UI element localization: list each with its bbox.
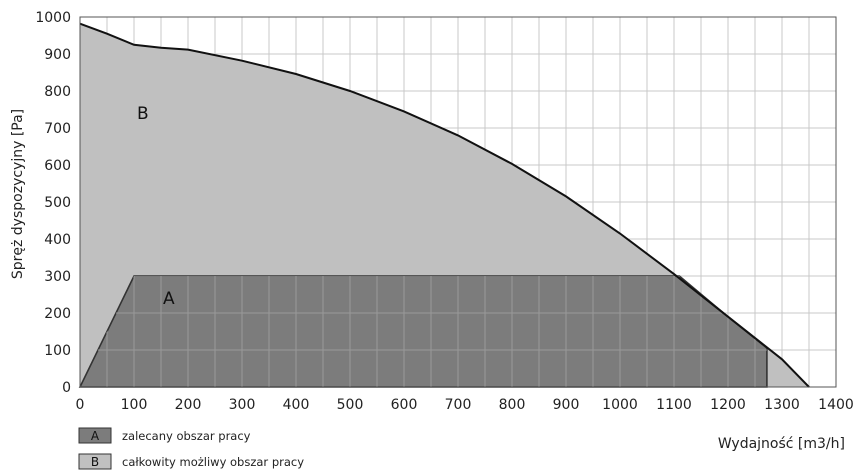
y-tick-labels: 0 100 200 300 400 500 600 700 800 900 1000 bbox=[35, 10, 71, 396]
x-tick-label: 800 bbox=[499, 397, 526, 413]
area-a-recommended-range bbox=[78, 275, 768, 388]
region-a-label: A bbox=[163, 289, 175, 309]
curve-b-max-performance bbox=[79, 22, 810, 388]
y-tick-label: 500 bbox=[44, 195, 71, 211]
x-tick-label: 300 bbox=[229, 397, 256, 413]
y-tick-label: 900 bbox=[44, 47, 71, 63]
y-tick-label: 100 bbox=[44, 343, 71, 359]
y-tick-label: 600 bbox=[44, 158, 71, 174]
x-tick-label: 1000 bbox=[602, 397, 638, 413]
x-tick-label: 900 bbox=[553, 397, 580, 413]
legend-text-a: zalecany obszar pracy bbox=[122, 429, 251, 443]
legend-item-b: B całkowity możliwy obszar pracy bbox=[78, 453, 304, 470]
legend-swatch-a bbox=[78, 427, 112, 444]
y-tick-label: 700 bbox=[44, 121, 71, 137]
legend-letter-b: B bbox=[91, 455, 99, 469]
x-tick-label: 0 bbox=[76, 397, 85, 413]
x-tick-label: 1300 bbox=[764, 397, 800, 413]
x-tick-label: 1200 bbox=[710, 397, 746, 413]
legend-text-b: całkowity możliwy obszar pracy bbox=[122, 455, 304, 469]
y-tick-label: 400 bbox=[44, 232, 71, 248]
y-tick-label: 300 bbox=[44, 269, 71, 285]
y-tick-label: 800 bbox=[44, 84, 71, 100]
x-tick-label: 600 bbox=[391, 397, 418, 413]
y-tick-label: 0 bbox=[62, 380, 71, 396]
plot-frame bbox=[79, 16, 837, 388]
x-tick-label: 700 bbox=[445, 397, 472, 413]
x-tick-label: 500 bbox=[337, 397, 364, 413]
legend-letter-a: A bbox=[91, 429, 100, 443]
legend-swatch-b bbox=[78, 453, 112, 470]
x-tick-label: 400 bbox=[283, 397, 310, 413]
y-tick-label: 1000 bbox=[35, 10, 71, 26]
x-tick-label: 200 bbox=[175, 397, 202, 413]
x-axis-title: Wydajność [m3/h] bbox=[718, 436, 845, 452]
x-tick-label: 1400 bbox=[818, 397, 853, 413]
region-b-label: B bbox=[137, 104, 149, 124]
y-tick-label: 200 bbox=[44, 306, 71, 322]
x-tick-labels: 0 100 200 300 400 500 600 700 800 900 1000 1100 1200… bbox=[76, 397, 853, 413]
legend-item-a: A zalecany obszar pracy bbox=[78, 427, 251, 444]
x-tick-label: 1100 bbox=[656, 397, 692, 413]
y-axis-title: Spręż dyspozycyjny [Pa] bbox=[10, 109, 26, 279]
legend: A zalecany obszar pracy B całkowity możl… bbox=[78, 427, 304, 470]
x-tick-label: 100 bbox=[121, 397, 148, 413]
